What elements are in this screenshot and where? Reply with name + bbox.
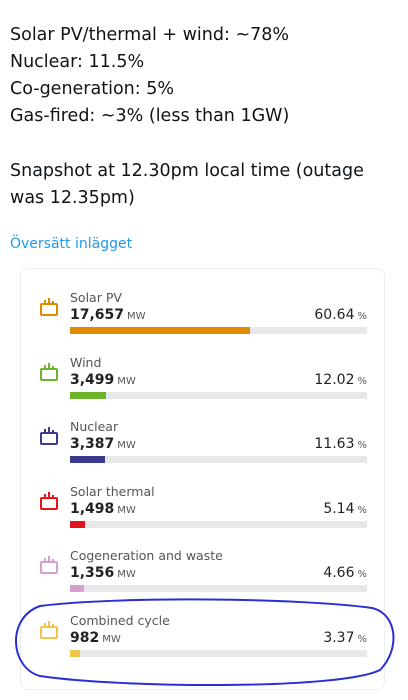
bar-track — [70, 585, 367, 593]
source-icon — [40, 427, 58, 446]
tweet-text: Snapshot at 12.30pm local time (outage — [10, 161, 364, 181]
bar-track — [70, 456, 367, 464]
bar-track — [70, 520, 367, 528]
bar — [70, 650, 80, 657]
tweet-text: was 12.35pm) — [10, 188, 135, 208]
source-name: Combined cycle — [70, 613, 170, 628]
tweet-text: Co-generation: 5% — [10, 79, 174, 99]
bar — [70, 327, 251, 334]
bar — [70, 456, 105, 464]
source-percent: 60.64% — [314, 307, 367, 323]
source-name: Solar PV — [70, 290, 122, 305]
source-mw: 982 MW — [70, 630, 121, 646]
bar — [70, 520, 86, 528]
percent-sign: % — [357, 311, 367, 322]
source-name: Solar thermal — [70, 483, 155, 499]
percent-sign: % — [357, 504, 367, 516]
source-mw: 1,498 MW — [70, 500, 136, 517]
tweet-text: Gas-fired: ~3% (less than 1GW) — [10, 106, 290, 126]
source-mw: 3,387 MW — [70, 436, 136, 453]
source-percent: 12.02% — [314, 371, 367, 388]
unit: MW — [117, 569, 136, 581]
translate-link[interactable]: Översätt inlägget — [10, 236, 133, 252]
bar-track — [70, 391, 367, 399]
source-percent: 3.37% — [323, 630, 367, 646]
tweet-text: Solar PV/thermal + wind: ~78% — [10, 25, 290, 45]
source-percent: 4.66% — [323, 565, 367, 582]
source-name: Wind — [70, 354, 102, 370]
bar — [70, 585, 84, 593]
source-name: Nuclear — [70, 419, 119, 435]
source-percent: 5.14% — [323, 500, 367, 517]
bar — [70, 391, 106, 399]
unit: MW — [117, 504, 136, 516]
tweet-text: Nuclear: 11.5% — [10, 52, 145, 72]
unit: MW — [127, 311, 146, 322]
source-percent: 11.63% — [314, 436, 367, 453]
percent-sign: % — [357, 569, 367, 581]
source-icon — [40, 621, 58, 639]
source-mw: 1,356 MW — [70, 565, 136, 582]
bar-track — [70, 327, 367, 334]
unit: MW — [117, 440, 136, 452]
unit: MW — [117, 375, 136, 387]
source-mw: 3,499 MW — [70, 371, 136, 388]
source-mw: 17,657 MW — [70, 307, 146, 323]
percent-sign: % — [357, 440, 367, 452]
source-icon — [40, 491, 58, 510]
source-name: Cogeneration and waste — [70, 548, 223, 564]
source-icon — [40, 556, 58, 575]
percent-sign: % — [357, 375, 367, 387]
bar-track — [70, 650, 367, 657]
source-icon — [40, 298, 58, 316]
source-icon — [40, 362, 58, 381]
percent-sign: % — [357, 634, 367, 645]
unit: MW — [102, 634, 121, 645]
